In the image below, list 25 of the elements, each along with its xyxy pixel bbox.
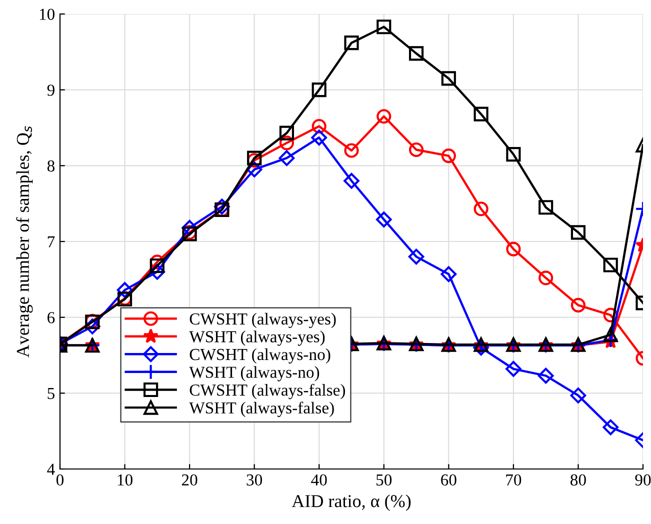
x-tick-label: 60 [441,474,456,486]
legend-label: WSHT (always-no) [189,366,320,382]
x-tick-label: 0 [56,474,64,486]
legend-label: CWSHT (always-no) [190,348,330,364]
x-tick-label: 30 [246,474,262,486]
x-tick-label: 80 [570,474,586,486]
y-tick-label: 4 [47,464,55,475]
legend-label: CWSHT (always-false) [190,384,346,400]
y-axis-title: Average number of samples, Q$_{s}$ [16,126,33,358]
x-tick-label: 50 [376,474,392,486]
legend-label: WSHT (always-false) [189,402,334,417]
y-tick-label: 7 [48,236,55,248]
y-tick-label: 5 [48,388,54,400]
x-tick-label: 90 [635,474,651,486]
x-tick-label: 10 [118,474,132,486]
x-tick-label: 20 [182,474,198,486]
y-tick-label: 6 [48,312,55,324]
y-tick-label: 8 [47,160,55,172]
y-tick-label: 10 [40,8,55,20]
legend-label: WSHT (always-yes) [189,330,325,346]
legend-label: CWSHT (always-yes) [190,312,336,328]
x-axis-title: AID ratio, α (%) [292,494,411,511]
x-tick-label: 40 [311,474,327,486]
y-tick-label: 9 [47,84,54,96]
x-tick-label: 70 [506,474,522,486]
